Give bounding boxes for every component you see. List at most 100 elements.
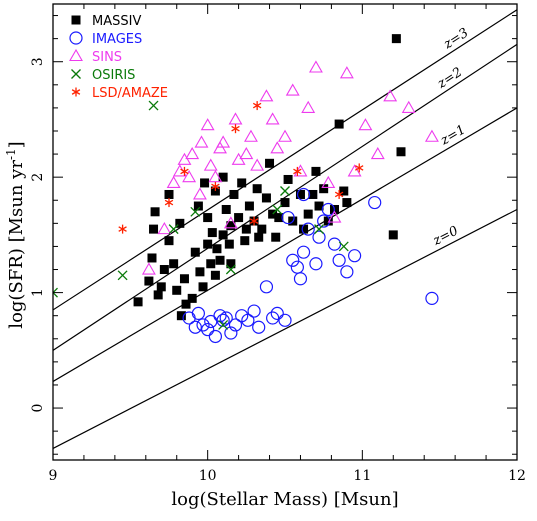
point-sins: [244, 129, 258, 142]
legend-label-images: IMAGES: [92, 32, 142, 47]
point-images: [348, 249, 362, 263]
point-massiv: [215, 255, 225, 265]
point-massiv: [261, 193, 271, 203]
point-sins: [308, 60, 323, 73]
axis-ticks: [52, 4, 518, 460]
legend-marker-images: [69, 31, 83, 45]
point-massiv: [210, 270, 220, 280]
legend-marker-massiv: [71, 15, 81, 25]
point-massiv: [179, 274, 189, 284]
point-massiv: [193, 201, 203, 211]
point-massiv: [164, 236, 174, 246]
point-osiris: [148, 100, 159, 111]
y-axis-label-end: ]: [6, 141, 27, 148]
point-images: [368, 195, 382, 210]
point-massiv: [342, 198, 352, 208]
point-images: [216, 313, 230, 327]
data-points: [53, 34, 439, 344]
point-sins: [347, 164, 362, 177]
point-sins: [278, 129, 292, 142]
point-massiv: [156, 282, 166, 292]
point-massiv: [218, 172, 228, 182]
point-lsd-amaze: [211, 181, 220, 191]
point-massiv: [203, 239, 213, 249]
point-sins: [270, 141, 285, 154]
point-massiv: [149, 224, 159, 234]
point-sins: [185, 146, 200, 160]
point-images: [340, 265, 354, 279]
y-axis-label-main: log(SFR) [Msun yr: [6, 160, 27, 329]
point-lsd-amaze: [164, 198, 174, 208]
point-massiv: [274, 213, 284, 223]
redshift-line-z-2: [53, 43, 517, 351]
point-images: [247, 304, 261, 318]
point-massiv: [241, 224, 251, 234]
point-massiv: [295, 189, 305, 199]
point-sins: [339, 66, 354, 79]
line-label-z-1: z=1: [437, 122, 468, 149]
point-images: [321, 202, 335, 217]
point-massiv: [150, 207, 160, 217]
legend-label-lsd-amaze: LSD/AMAZE: [92, 86, 168, 101]
point-images: [332, 253, 346, 267]
point-massiv: [234, 213, 244, 223]
point-massiv: [159, 265, 169, 275]
point-massiv: [237, 178, 247, 188]
point-images: [270, 306, 284, 320]
point-images: [296, 187, 311, 202]
x-tick-label: 11: [353, 468, 371, 484]
point-massiv: [212, 244, 222, 254]
point-sins: [208, 170, 223, 183]
y-tick-label: 0: [30, 404, 46, 413]
point-sins: [228, 112, 243, 125]
point-massiv: [240, 236, 250, 246]
legend-marker-sins: [69, 48, 83, 62]
point-images: [191, 306, 205, 320]
point-massiv: [396, 147, 406, 157]
point-images: [228, 318, 243, 332]
point-massiv: [164, 189, 174, 199]
point-sins: [166, 175, 181, 188]
point-massiv: [229, 189, 239, 199]
point-osiris: [190, 206, 201, 217]
point-lsd-amaze: [252, 101, 262, 111]
point-lsd-amaze: [293, 166, 302, 176]
point-lsd-amaze: [231, 124, 240, 134]
legend-label-sins: SINS: [92, 50, 122, 65]
point-massiv: [257, 224, 267, 234]
x-tick-label: 9: [49, 468, 58, 484]
point-massiv: [198, 282, 208, 292]
x-axis-label: log(Stellar Mass) [Msun]: [171, 489, 398, 510]
point-massiv: [226, 221, 236, 231]
point-massiv: [323, 216, 333, 226]
point-osiris: [280, 186, 290, 196]
point-massiv: [200, 178, 210, 188]
point-lsd-amaze: [355, 163, 364, 173]
y-tick-label: 3: [30, 57, 46, 66]
point-sins: [192, 187, 207, 200]
point-massiv: [265, 158, 275, 168]
point-massiv: [299, 224, 309, 234]
point-lsd-amaze: [334, 189, 344, 199]
point-images: [266, 311, 280, 325]
point-sins: [200, 118, 215, 131]
point-osiris: [168, 224, 179, 235]
point-images: [309, 257, 323, 271]
y-tick-label: 1: [30, 288, 46, 297]
point-sins: [424, 129, 439, 142]
point-images: [204, 314, 218, 329]
point-images: [241, 313, 255, 327]
point-images: [278, 313, 292, 327]
y-tick-label: 2: [30, 173, 46, 182]
point-sins: [259, 89, 274, 102]
point-massiv: [175, 218, 185, 228]
point-images: [259, 280, 274, 294]
point-lsd-amaze: [249, 216, 259, 226]
point-lsd-amaze: [118, 224, 127, 234]
point-osiris: [218, 319, 229, 330]
point-sins: [223, 216, 238, 229]
point-massiv: [147, 253, 157, 263]
point-massiv: [224, 239, 234, 249]
point-sins: [141, 262, 156, 275]
